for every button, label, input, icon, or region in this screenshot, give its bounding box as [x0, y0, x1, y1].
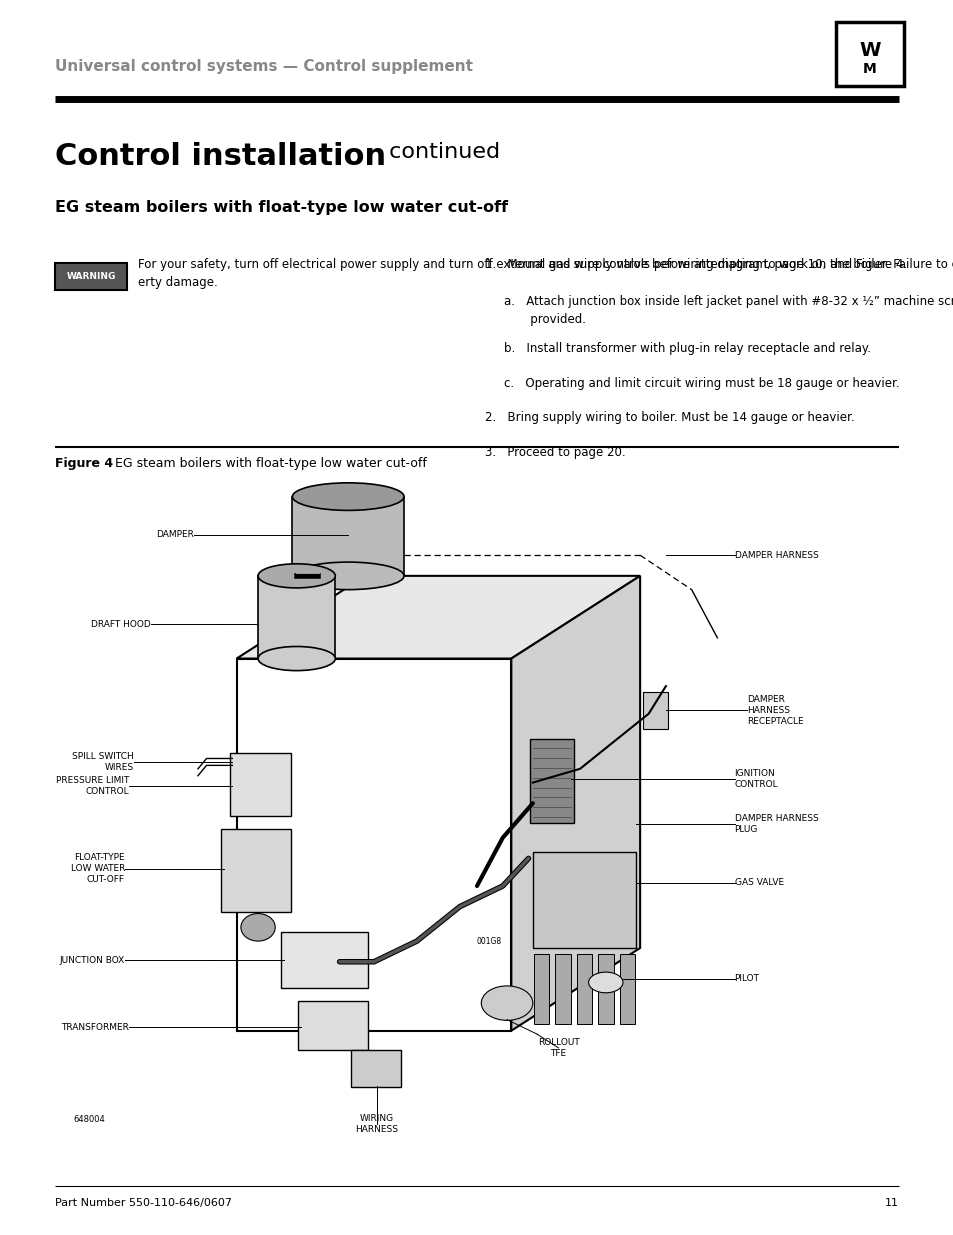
Text: 11: 11	[883, 1198, 898, 1208]
Text: W: W	[859, 41, 880, 61]
Text: 001G8: 001G8	[476, 936, 501, 946]
FancyBboxPatch shape	[55, 263, 127, 290]
Polygon shape	[511, 576, 639, 1031]
Text: c.   Operating and limit circuit wiring must be 18 gauge or heavier.: c. Operating and limit circuit wiring mu…	[503, 377, 899, 390]
Text: JUNCTION BOX: JUNCTION BOX	[60, 956, 125, 965]
Polygon shape	[236, 658, 511, 1031]
Ellipse shape	[481, 986, 532, 1020]
Text: FLOAT-TYPE
LOW WATER
CUT-OFF: FLOAT-TYPE LOW WATER CUT-OFF	[71, 853, 125, 884]
Ellipse shape	[240, 914, 274, 941]
FancyBboxPatch shape	[533, 955, 549, 1025]
Polygon shape	[236, 576, 639, 658]
FancyBboxPatch shape	[530, 740, 574, 823]
Text: DAMPER: DAMPER	[155, 530, 193, 538]
Text: EG steam boilers with float-type low water cut-off: EG steam boilers with float-type low wat…	[55, 200, 508, 215]
Ellipse shape	[257, 564, 335, 588]
Text: Part Number 550-110-646/0607: Part Number 550-110-646/0607	[55, 1198, 233, 1208]
Text: Control installation: Control installation	[55, 142, 386, 170]
Text: b.   Install transformer with plug-in relay receptacle and relay.: b. Install transformer with plug-in rela…	[503, 342, 870, 356]
Text: DAMPER
HARNESS
RECEPTACLE: DAMPER HARNESS RECEPTACLE	[747, 694, 803, 726]
Text: GAS VALVE: GAS VALVE	[734, 878, 782, 887]
Text: For your safety, turn off electrical power supply and turn off external gas supp: For your safety, turn off electrical pow…	[138, 258, 953, 289]
Ellipse shape	[257, 646, 335, 671]
Text: PILOT: PILOT	[734, 974, 759, 983]
FancyBboxPatch shape	[351, 1050, 401, 1087]
FancyBboxPatch shape	[298, 1002, 368, 1050]
Text: PRESSURE LIMIT
CONTROL: PRESSURE LIMIT CONTROL	[56, 776, 130, 797]
Text: Figure 4: Figure 4	[55, 457, 113, 471]
Polygon shape	[257, 576, 335, 658]
Text: EG steam boilers with float-type low water cut-off: EG steam boilers with float-type low wat…	[103, 457, 426, 471]
Ellipse shape	[292, 562, 403, 589]
Text: WIRING
HARNESS: WIRING HARNESS	[355, 1114, 397, 1134]
Ellipse shape	[292, 483, 403, 510]
FancyBboxPatch shape	[281, 932, 368, 988]
FancyBboxPatch shape	[618, 955, 635, 1025]
Text: 2.   Bring supply wiring to boiler. Must be 14 gauge or heavier.: 2. Bring supply wiring to boiler. Must b…	[484, 411, 853, 425]
Polygon shape	[532, 851, 636, 948]
Text: 3.   Proceed to page 20.: 3. Proceed to page 20.	[484, 446, 624, 459]
Ellipse shape	[588, 972, 622, 993]
FancyBboxPatch shape	[221, 829, 291, 913]
Text: a.   Attach junction box inside left jacket panel with #8-32 x ½” machine screws: a. Attach junction box inside left jacke…	[503, 295, 953, 326]
Text: TRANSFORMER: TRANSFORMER	[61, 1023, 130, 1031]
FancyBboxPatch shape	[576, 955, 592, 1025]
Text: DAMPER HARNESS
PLUG: DAMPER HARNESS PLUG	[734, 814, 818, 834]
Polygon shape	[292, 496, 404, 576]
Text: DRAFT HOOD: DRAFT HOOD	[91, 620, 151, 629]
FancyBboxPatch shape	[555, 955, 570, 1025]
Text: DAMPER HARNESS: DAMPER HARNESS	[734, 551, 818, 559]
FancyBboxPatch shape	[598, 955, 613, 1025]
Text: Universal control systems — Control supplement: Universal control systems — Control supp…	[55, 59, 473, 74]
Text: ROLLOUT
TFE: ROLLOUT TFE	[537, 1037, 578, 1058]
Text: continued: continued	[381, 142, 499, 162]
Text: 1.   Mount and wire controls per wiring diagram, page 10, and Figure 4.: 1. Mount and wire controls per wiring di…	[484, 258, 905, 272]
FancyBboxPatch shape	[230, 753, 291, 815]
FancyBboxPatch shape	[642, 692, 667, 729]
Text: M: M	[862, 62, 876, 77]
Text: 648004: 648004	[73, 1115, 105, 1124]
Text: IGNITION
CONTROL: IGNITION CONTROL	[734, 769, 778, 789]
Text: WARNING: WARNING	[67, 272, 115, 282]
Text: SPILL SWITCH
WIRES: SPILL SWITCH WIRES	[71, 752, 133, 772]
FancyBboxPatch shape	[835, 22, 903, 86]
